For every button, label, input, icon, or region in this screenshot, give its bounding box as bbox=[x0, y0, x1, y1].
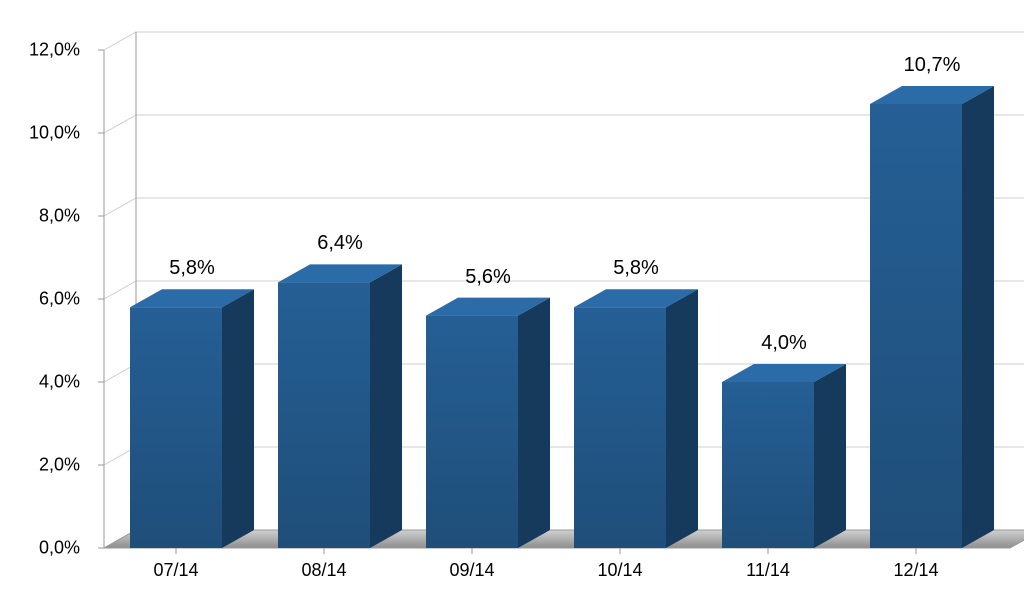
x-axis-label: 08/14 bbox=[301, 560, 346, 581]
y-axis-label: 2,0% bbox=[39, 455, 80, 476]
chart-canvas bbox=[0, 0, 1024, 591]
x-axis-label: 11/14 bbox=[746, 560, 790, 581]
data-label: 5,8% bbox=[169, 257, 215, 280]
x-axis-label: 12/14 bbox=[893, 560, 938, 581]
data-label: 6,4% bbox=[317, 232, 363, 255]
y-axis-label: 4,0% bbox=[39, 372, 80, 393]
y-axis-label: 6,0% bbox=[39, 289, 80, 310]
y-axis-label: 8,0% bbox=[39, 206, 80, 227]
x-axis-label: 07/14 bbox=[153, 560, 198, 581]
y-axis-label: 0,0% bbox=[39, 538, 80, 559]
data-label: 5,8% bbox=[613, 257, 659, 280]
x-axis-label: 10/14 bbox=[597, 560, 642, 581]
data-label: 4,0% bbox=[761, 332, 807, 355]
data-label: 5,6% bbox=[465, 266, 511, 289]
bar-chart-3d: 5,8% 07/14 6,4% 08/14 5,6% 09/14 5,8% 10/14 4,0%… bbox=[0, 0, 1024, 591]
y-axis-label: 10,0% bbox=[29, 123, 80, 144]
x-axis-label: 09/14 bbox=[449, 560, 494, 581]
data-label: 10,7% bbox=[904, 54, 961, 77]
y-axis-label: 12,0% bbox=[29, 40, 80, 61]
